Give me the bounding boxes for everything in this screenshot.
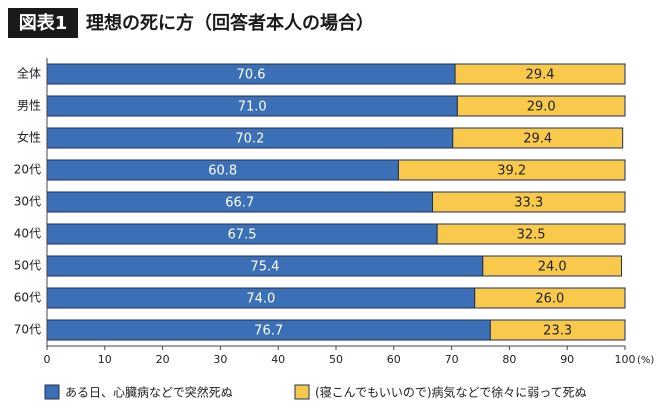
bar-segment — [454, 63, 626, 85]
x-tick-label: 30 — [213, 353, 227, 366]
value-label: 26.0 — [535, 292, 564, 307]
x-tick-label: 40 — [271, 353, 285, 366]
figure-label: 図表1 — [19, 12, 68, 34]
title-badge-bg — [8, 8, 78, 38]
x-tick-label: 50 — [329, 353, 343, 366]
bar-segment — [452, 127, 624, 149]
x-tick-label: 10 — [98, 353, 112, 366]
value-label: 70.6 — [237, 68, 266, 83]
bar-segment — [474, 287, 626, 309]
legend-label: ある日、心臓病などで突然死ぬ — [65, 385, 233, 400]
value-label: 76.7 — [254, 324, 283, 339]
legend-swatch — [294, 384, 310, 400]
legend-label: (寝こんでもいいので)病気などで徐々に弱って死ぬ — [315, 385, 587, 400]
bar-segment — [456, 95, 626, 117]
x-tick-label: 100 — [615, 353, 636, 366]
y-tick-label: 50代 — [14, 259, 41, 273]
x-tick-label: 70 — [445, 353, 459, 366]
bar-segment — [436, 223, 626, 245]
x-unit: (%) — [637, 355, 654, 366]
value-label: 29.4 — [523, 132, 552, 147]
value-label: 70.2 — [235, 132, 264, 147]
bar-segment — [432, 191, 626, 213]
chart-title: 理想の死に方（回答者本人の場合） — [86, 12, 374, 34]
value-label: 29.4 — [526, 68, 555, 83]
y-tick-label: 20代 — [14, 163, 41, 177]
value-label: 60.8 — [208, 164, 237, 179]
x-tick-label: 80 — [502, 353, 516, 366]
bar-segment — [489, 319, 626, 341]
x-tick-label: 20 — [156, 353, 170, 366]
y-tick-label: 70代 — [14, 323, 41, 337]
y-tick-label: 60代 — [14, 291, 41, 305]
x-tick-label: 0 — [44, 353, 51, 366]
value-label: 32.5 — [517, 228, 546, 243]
bar-segment — [397, 159, 626, 181]
y-tick-label: 全体 — [17, 66, 41, 81]
bar-segment — [482, 255, 623, 277]
value-label: 71.0 — [238, 100, 267, 115]
y-tick-label: 男性 — [17, 99, 41, 113]
value-label: 66.7 — [225, 196, 254, 211]
x-tick-label: 90 — [560, 353, 574, 366]
y-tick-label: 30代 — [14, 195, 41, 209]
x-tick-label: 60 — [387, 353, 401, 366]
value-label: 24.0 — [538, 260, 567, 275]
value-label: 33.3 — [514, 196, 543, 211]
y-tick-label: 40代 — [14, 227, 41, 241]
y-tick-label: 女性 — [17, 130, 41, 145]
value-label: 75.4 — [250, 260, 279, 275]
value-label: 67.5 — [228, 228, 257, 243]
value-label: 29.0 — [527, 100, 556, 115]
value-label: 74.0 — [246, 292, 275, 307]
value-label: 39.2 — [497, 164, 526, 179]
value-label: 23.3 — [543, 324, 572, 339]
legend-swatch — [44, 384, 60, 400]
